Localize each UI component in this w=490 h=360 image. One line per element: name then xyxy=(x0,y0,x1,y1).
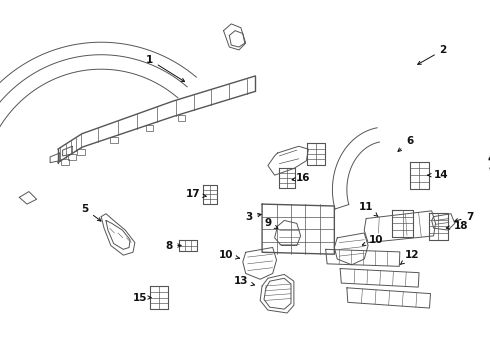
Text: 15: 15 xyxy=(132,293,151,302)
Text: 16: 16 xyxy=(292,173,311,183)
Text: 2: 2 xyxy=(417,45,447,64)
Text: 8: 8 xyxy=(165,240,181,251)
Text: 12: 12 xyxy=(400,250,419,265)
Text: 1: 1 xyxy=(146,55,185,82)
Text: 10: 10 xyxy=(362,235,383,246)
Text: 13: 13 xyxy=(234,276,254,286)
Text: 9: 9 xyxy=(264,219,278,228)
Text: 4: 4 xyxy=(488,154,490,171)
Text: 14: 14 xyxy=(428,170,449,180)
Text: 17: 17 xyxy=(185,189,206,199)
Text: 6: 6 xyxy=(398,136,413,152)
Text: 11: 11 xyxy=(359,202,378,216)
Text: 3: 3 xyxy=(245,212,261,222)
Text: 7: 7 xyxy=(455,212,474,222)
Text: 10: 10 xyxy=(219,250,240,260)
Text: 18: 18 xyxy=(446,221,468,231)
Text: 5: 5 xyxy=(81,204,101,221)
